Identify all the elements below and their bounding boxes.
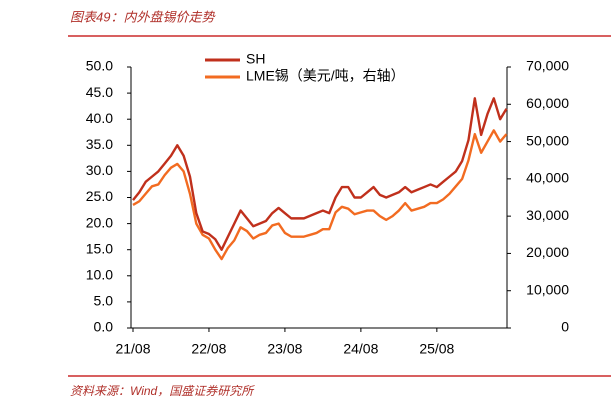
source: 资料来源：Wind，国盛证券研究所 [70, 384, 255, 398]
y-tick-label: 25.0 [86, 188, 113, 204]
y2-tick-label: 70,000 [526, 58, 569, 74]
y2-tick-label: 50,000 [526, 132, 569, 148]
legend-label: LME锡（美元/吨，右轴） [246, 68, 405, 84]
y-tick-label: 10.0 [86, 267, 113, 283]
y2-tick-label: 10,000 [526, 281, 569, 297]
x-tick-label: 22/08 [191, 341, 226, 357]
y-tick-label: 45.0 [86, 84, 113, 100]
y-tick-label: 0.0 [94, 319, 114, 335]
y-tick-label: 30.0 [86, 162, 113, 178]
y-tick-label: 40.0 [86, 110, 113, 126]
x-tick-label: 25/08 [419, 341, 454, 357]
y2-tick-label: 20,000 [526, 244, 569, 260]
y2-tick-label: 60,000 [526, 95, 569, 111]
y-tick-label: 20.0 [86, 214, 113, 230]
y2-tick-label: 40,000 [526, 170, 569, 186]
y-tick-label: 15.0 [86, 240, 113, 256]
series-line [132, 129, 508, 261]
y2-tick-label: 30,000 [526, 207, 569, 223]
chart-title: 图表49：内外盘锡价走势 [70, 9, 216, 24]
x-tick-label: 21/08 [115, 341, 150, 357]
y2-tick-label: 0 [561, 319, 569, 335]
y-tick-label: 50.0 [86, 58, 113, 74]
series-line [132, 97, 508, 251]
legend-label: SH [246, 51, 265, 67]
y-tick-label: 35.0 [86, 136, 113, 152]
x-tick-label: 24/08 [343, 341, 378, 357]
y-tick-label: 5.0 [94, 293, 114, 309]
x-tick-label: 23/08 [267, 341, 302, 357]
